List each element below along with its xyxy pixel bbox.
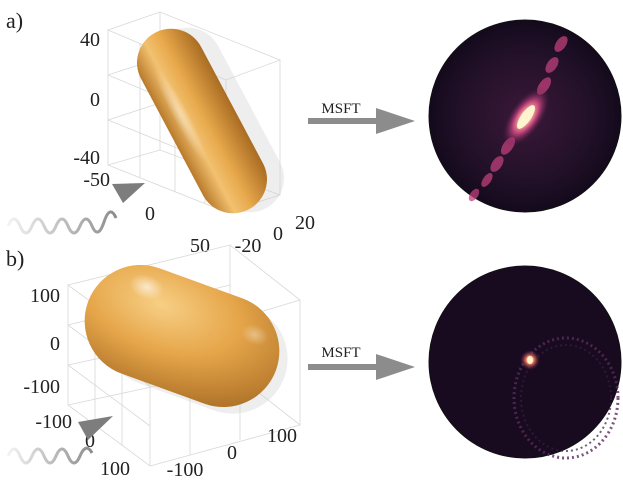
axis-ticks-vertical-b: 100 0 -100 [23, 285, 60, 398]
tick-label: 0 [273, 223, 283, 245]
incident-arrow-a [112, 183, 145, 203]
axis-ticks-horizontal-b: -100 0 100 [167, 425, 297, 481]
msft-arrow-b: MSFT [308, 345, 415, 380]
tick-label: 20 [295, 212, 315, 234]
incident-arrow-b [78, 416, 113, 440]
axis-ticks-depth-b: -100 0 100 [35, 411, 130, 480]
panel-b: b) 100 0 -100 -100 0 100 -100 0 100 [6, 244, 622, 481]
tick-label: -50 [83, 169, 110, 191]
axis-ticks-horizontal-a: -20 0 20 [235, 212, 315, 257]
tick-label: 0 [227, 442, 237, 464]
tick-label: 100 [267, 425, 297, 447]
tick-label: -20 [235, 235, 262, 257]
tick-label: 0 [145, 203, 155, 225]
axis-ticks-vertical-a: 40 0 -40 [73, 29, 100, 169]
axis-ticks-depth-a: -50 0 50 [83, 169, 210, 257]
incident-wave-b [6, 446, 94, 465]
tick-label: 100 [100, 458, 130, 480]
diffraction-pattern-b [428, 265, 622, 460]
msft-label-b: MSFT [321, 345, 360, 361]
msft-arrow-a: MSFT [308, 101, 415, 134]
tick-label: -100 [23, 376, 60, 398]
tick-label: -40 [73, 147, 100, 169]
tick-label: 100 [30, 285, 60, 307]
incident-wave-a [6, 210, 118, 235]
nanorod-b [84, 264, 280, 408]
panel-a: a) 40 0 -40 -50 0 50 -20 0 20 [6, 8, 622, 257]
tick-label: -100 [167, 459, 204, 481]
diffraction-pattern-a [428, 19, 622, 213]
tick-label: 40 [80, 29, 100, 51]
tick-label: 0 [90, 89, 100, 111]
panel-label-a: a) [6, 8, 23, 33]
tick-label: 50 [190, 235, 210, 257]
nanorod-a [137, 28, 267, 214]
msft-label-a: MSFT [321, 101, 360, 117]
panel-label-b: b) [6, 246, 24, 271]
tick-label: 0 [50, 333, 60, 355]
tick-label: -100 [35, 411, 72, 433]
tick-label: 0 [85, 430, 95, 452]
